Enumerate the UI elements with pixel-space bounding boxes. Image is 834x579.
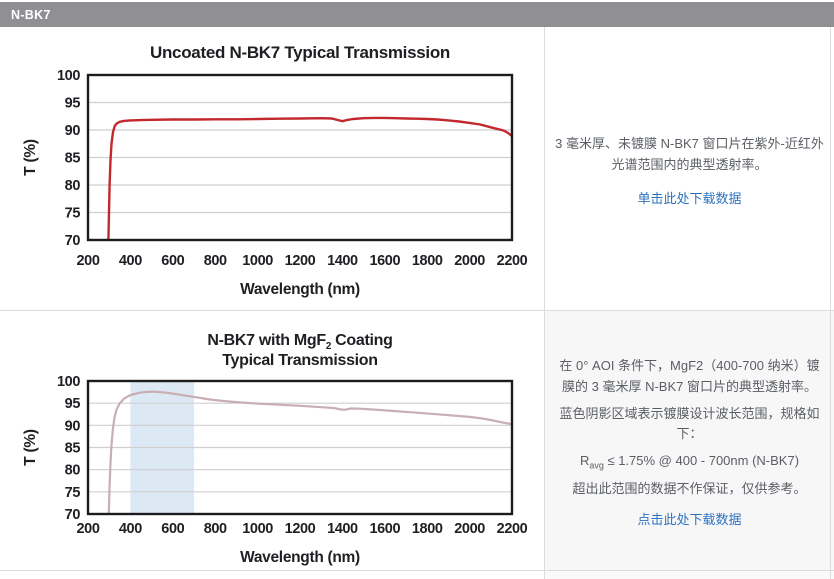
- x-tick-label: 2000: [454, 253, 485, 269]
- x-tick-label: 600: [161, 253, 184, 269]
- y-tick-label: 85: [65, 441, 81, 457]
- y-axis-label: T (%): [22, 139, 39, 176]
- x-tick-label: 200: [77, 253, 100, 269]
- x-tick-label: 1000: [242, 521, 273, 537]
- transmission-curve: [107, 390, 512, 514]
- description-cell-coated: 在 0° AOI 条件下，MgF2（400-700 纳米）镀膜的 3 毫米厚 N…: [545, 311, 834, 570]
- x-tick-label: 1000: [242, 253, 273, 269]
- uncoated-transmission-chart: 70 75 80 85 90 95 100 200 400 600 800 1000 1200 1400 1…: [22, 43, 528, 298]
- chart-title: N-BK7 with MgF2 Coating: [207, 332, 392, 352]
- y-axis-label: T (%): [22, 429, 39, 466]
- spec-subscript: avg: [589, 460, 604, 471]
- y-tick-label: 100: [57, 374, 80, 390]
- y-tick-label: 100: [57, 68, 80, 84]
- x-axis-label: Wavelength (nm): [240, 281, 360, 298]
- description-cell-uncoated: 3 毫米厚、未镀膜 N-BK7 窗口片在紫外-近红外光谱范围内的典型透射率。 单…: [545, 27, 834, 310]
- x-tick-label: 600: [161, 521, 184, 537]
- next-row-edge: [0, 571, 834, 579]
- download-data-link-coated[interactable]: 点击此处下载数据: [637, 511, 742, 527]
- x-tick-label: 1200: [285, 253, 316, 269]
- spec-base: R: [579, 453, 590, 469]
- x-tick-label: 1800: [412, 253, 443, 269]
- download-data-link-uncoated[interactable]: 单击此处下载数据: [637, 191, 742, 207]
- disclaimer-text: 超出此范围的数据不作保证，仅供参考。: [572, 481, 807, 497]
- y-tick-label: 85: [65, 151, 81, 167]
- next-row-left-cell: [0, 571, 545, 579]
- chart-cell-coated: 70 75 80 85 90 95 100 200 400 600 800 1000 1200 1400 1…: [0, 311, 545, 570]
- x-tick-label: 400: [119, 253, 142, 269]
- x-tick-label: 1800: [412, 521, 443, 537]
- row-coated: 70 75 80 85 90 95 100 200 400 600 800 1000 1200 1400 1…: [0, 311, 834, 571]
- x-tick-label: 1200: [285, 521, 316, 537]
- coated-transmission-chart: 70 75 80 85 90 95 100 200 400 600 800 1000 1200 1400 1…: [22, 332, 528, 566]
- y-tick-label: 70: [65, 233, 81, 249]
- y-tick-label: 95: [65, 96, 81, 112]
- spec-rest: ≤ 1.75% @ 400 - 700nm (N-BK7): [603, 453, 800, 469]
- x-tick-label: 1600: [369, 253, 400, 269]
- x-tick-label: 800: [204, 521, 227, 537]
- y-tick-label: 80: [65, 178, 81, 194]
- shaded-region-note-text: 蓝色阴影区域表示镀膜设计波长范围，规格如下：: [559, 405, 820, 442]
- y-tick-label: 80: [65, 463, 81, 479]
- y-tick-label: 95: [65, 396, 81, 412]
- x-tick-label: 400: [119, 521, 142, 537]
- section-header: N-BK7: [0, 2, 834, 27]
- table-right-border: [830, 27, 831, 579]
- y-tick-label: 75: [65, 485, 81, 501]
- x-tick-label: 1400: [327, 521, 358, 537]
- x-axis-label: Wavelength (nm): [240, 549, 360, 566]
- y-tick-label: 70: [65, 507, 81, 523]
- chart-title: Typical Transmission: [222, 352, 378, 369]
- y-tick-label: 90: [65, 418, 81, 434]
- chart-title: Uncoated N-BK7 Typical Transmission: [150, 43, 450, 62]
- x-tick-label: 2200: [497, 521, 528, 537]
- x-tick-label: 2200: [497, 253, 528, 269]
- section-title: N-BK7: [11, 7, 51, 22]
- coating-spec-text: Ravg ≤ 1.75% @ 400 - 700nm (N-BK7): [580, 451, 799, 473]
- plot-frame: [86, 73, 514, 242]
- y-tick-label: 90: [65, 123, 81, 139]
- x-tick-label: 200: [77, 521, 100, 537]
- y-tick-label: 75: [65, 206, 81, 222]
- plot-frame: [86, 379, 514, 516]
- uncoated-description-text: 3 毫米厚、未镀膜 N-BK7 窗口片在紫外-近红外光谱范围内的典型透射率。: [555, 135, 824, 172]
- coated-description-text: 在 0° AOI 条件下，MgF2（400-700 纳米）镀膜的 3 毫米厚 N…: [559, 358, 820, 394]
- x-tick-label: 1400: [327, 253, 358, 269]
- next-row-right-cell: [545, 571, 834, 579]
- row-uncoated: 70 75 80 85 90 95 100 200 400 600 800 1000 1200 1400 1…: [0, 27, 834, 311]
- chart-cell-uncoated: 70 75 80 85 90 95 100 200 400 600 800 1000 1200 1400 1…: [0, 27, 545, 310]
- x-tick-label: 2000: [454, 521, 485, 537]
- transmission-curve: [107, 116, 512, 240]
- x-tick-label: 800: [204, 253, 227, 269]
- x-tick-label: 1600: [369, 521, 400, 537]
